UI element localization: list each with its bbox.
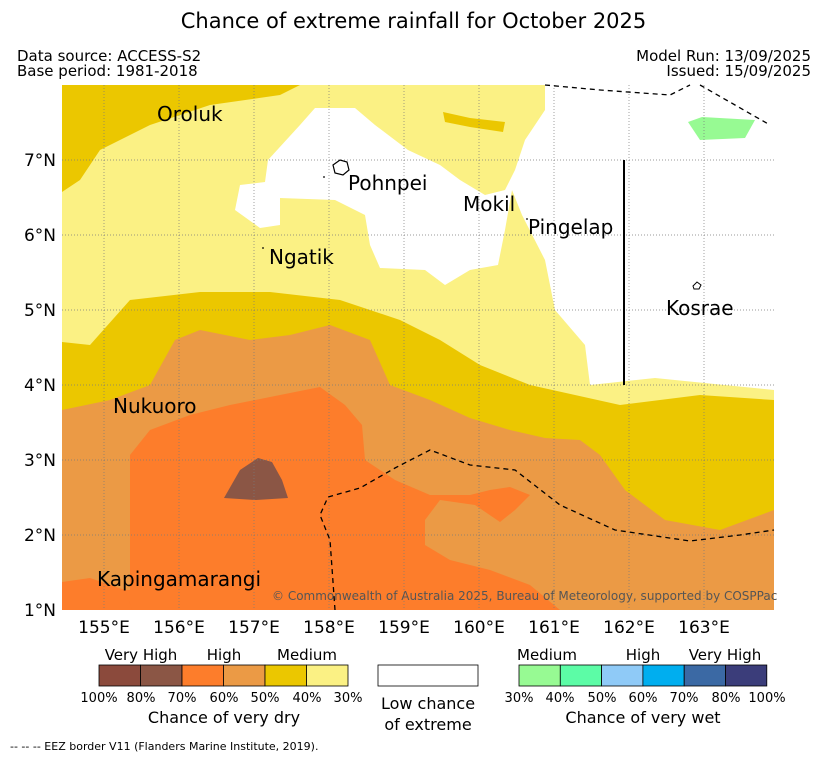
dry-category-very-high: Very High	[105, 646, 178, 664]
lon-label: 162°E	[603, 618, 655, 638]
label-pingelap: Pingelap	[528, 215, 613, 239]
wet-tick: 40%	[546, 691, 575, 706]
wet-caption: Chance of very wet	[565, 708, 720, 727]
gridlines	[62, 85, 774, 610]
low-chance-legend: Low chance of extreme	[377, 664, 479, 734]
wet-color-swatch	[683, 664, 726, 687]
wet-color-swatch	[601, 664, 644, 687]
copyright-note: © Commonwealth of Australia 2025, Bureau…	[272, 589, 777, 603]
label-kapingamarangi: Kapingamarangi	[97, 567, 261, 591]
label-mokil: Mokil	[463, 192, 515, 216]
dry-color-swatch	[306, 664, 349, 687]
dry-patch-north	[443, 112, 505, 132]
island-dot	[271, 259, 273, 261]
dry-tick: 80%	[127, 691, 156, 706]
wet-category-very-high: Very High	[689, 646, 762, 664]
kosrae-outline	[692, 281, 702, 290]
dry-tick: 60%	[210, 691, 239, 706]
dry-legend: Very High High Medium 100% 80% 70% 60% 5…	[80, 646, 362, 727]
lon-label: 157°E	[228, 618, 280, 638]
dry-category-high: High	[207, 646, 241, 664]
pohnpei-outline	[332, 159, 350, 176]
wet-tick: 80%	[712, 691, 741, 706]
island-dot	[262, 247, 264, 249]
wet-color-swatch	[642, 664, 685, 687]
dry-70-corner	[62, 578, 132, 610]
low-chance-region	[235, 85, 774, 390]
dry-tick: 30%	[334, 691, 363, 706]
dry-70-band	[62, 387, 560, 610]
dry-tick: 40%	[293, 691, 322, 706]
wet-tick: 70%	[670, 691, 699, 706]
dry-tick: 50%	[251, 691, 280, 706]
wet-tick: 60%	[629, 691, 658, 706]
lon-label: 155°E	[78, 618, 130, 638]
lat-label: 2°N	[24, 526, 56, 546]
map-fill-layers	[62, 85, 774, 610]
dry-caption: Chance of very dry	[148, 708, 300, 727]
lon-label: 163°E	[678, 618, 730, 638]
lon-label: 158°E	[303, 618, 355, 638]
island-dot	[526, 218, 528, 220]
island-dot	[323, 176, 325, 178]
lon-label: 161°E	[528, 618, 580, 638]
lat-label: 5°N	[24, 301, 56, 321]
lon-label: 160°E	[453, 618, 505, 638]
lat-label: 7°N	[24, 151, 56, 171]
label-kosrae: Kosrae	[666, 296, 734, 320]
dry-color-swatch	[181, 664, 224, 687]
wet-color-swatch	[518, 664, 561, 687]
dry-color-swatch	[264, 664, 307, 687]
dry-80-spot	[224, 458, 288, 500]
lon-label: 156°E	[153, 618, 205, 638]
lat-label: 4°N	[24, 376, 56, 396]
dry-tick: 70%	[168, 691, 197, 706]
dry-category-medium: Medium	[277, 646, 337, 664]
low-chance-swatch	[377, 664, 479, 687]
wet-tick: 100%	[748, 691, 785, 706]
lon-axis: 155°E 156°E 157°E 158°E 159°E 160°E 161°…	[78, 618, 730, 638]
lat-label: 6°N	[24, 226, 56, 246]
dry-color-swatch	[223, 664, 266, 687]
low-caption-1: Low chance	[381, 694, 475, 713]
base-period: Base period: 1981-2018	[17, 62, 198, 80]
lat-axis: 7°N 6°N 5°N 4°N 3°N 2°N 1°N	[24, 151, 56, 621]
label-ngatik: Ngatik	[269, 245, 334, 269]
wet-category-medium: Medium	[517, 646, 577, 664]
label-oroluk: Oroluk	[157, 102, 223, 126]
dry-medium-north	[62, 85, 300, 192]
eez-note: -- -- -- EEZ border V11 (Flanders Marine…	[10, 740, 318, 753]
map-title: Chance of extreme rainfall for October 2…	[180, 9, 647, 33]
dry-color-swatch	[98, 664, 141, 687]
wet-legend: Medium High Very High 30% 40% 50% 60% 70…	[505, 646, 786, 727]
wet-category-high: High	[626, 646, 660, 664]
issued-date: Issued: 15/09/2025	[666, 62, 811, 80]
eez-borders	[319, 84, 775, 611]
wet-tick: 50%	[588, 691, 617, 706]
lat-label: 1°N	[24, 601, 56, 621]
wet-color-swatch	[559, 664, 602, 687]
dry-color-swatch	[140, 664, 183, 687]
model-run: Model Run: 13/09/2025	[636, 47, 811, 65]
low-caption-2: of extreme	[384, 715, 471, 734]
lon-label: 159°E	[378, 618, 430, 638]
wet-tick: 30%	[505, 691, 534, 706]
dry-tick: 100%	[80, 691, 117, 706]
lat-label: 3°N	[24, 451, 56, 471]
label-pohnpei: Pohnpei	[348, 171, 428, 195]
label-nukuoro: Nukuoro	[113, 394, 197, 418]
data-source: Data source: ACCESS-S2	[17, 47, 202, 65]
wet-color-swatch	[725, 664, 768, 687]
wet-patch-north	[688, 117, 755, 140]
